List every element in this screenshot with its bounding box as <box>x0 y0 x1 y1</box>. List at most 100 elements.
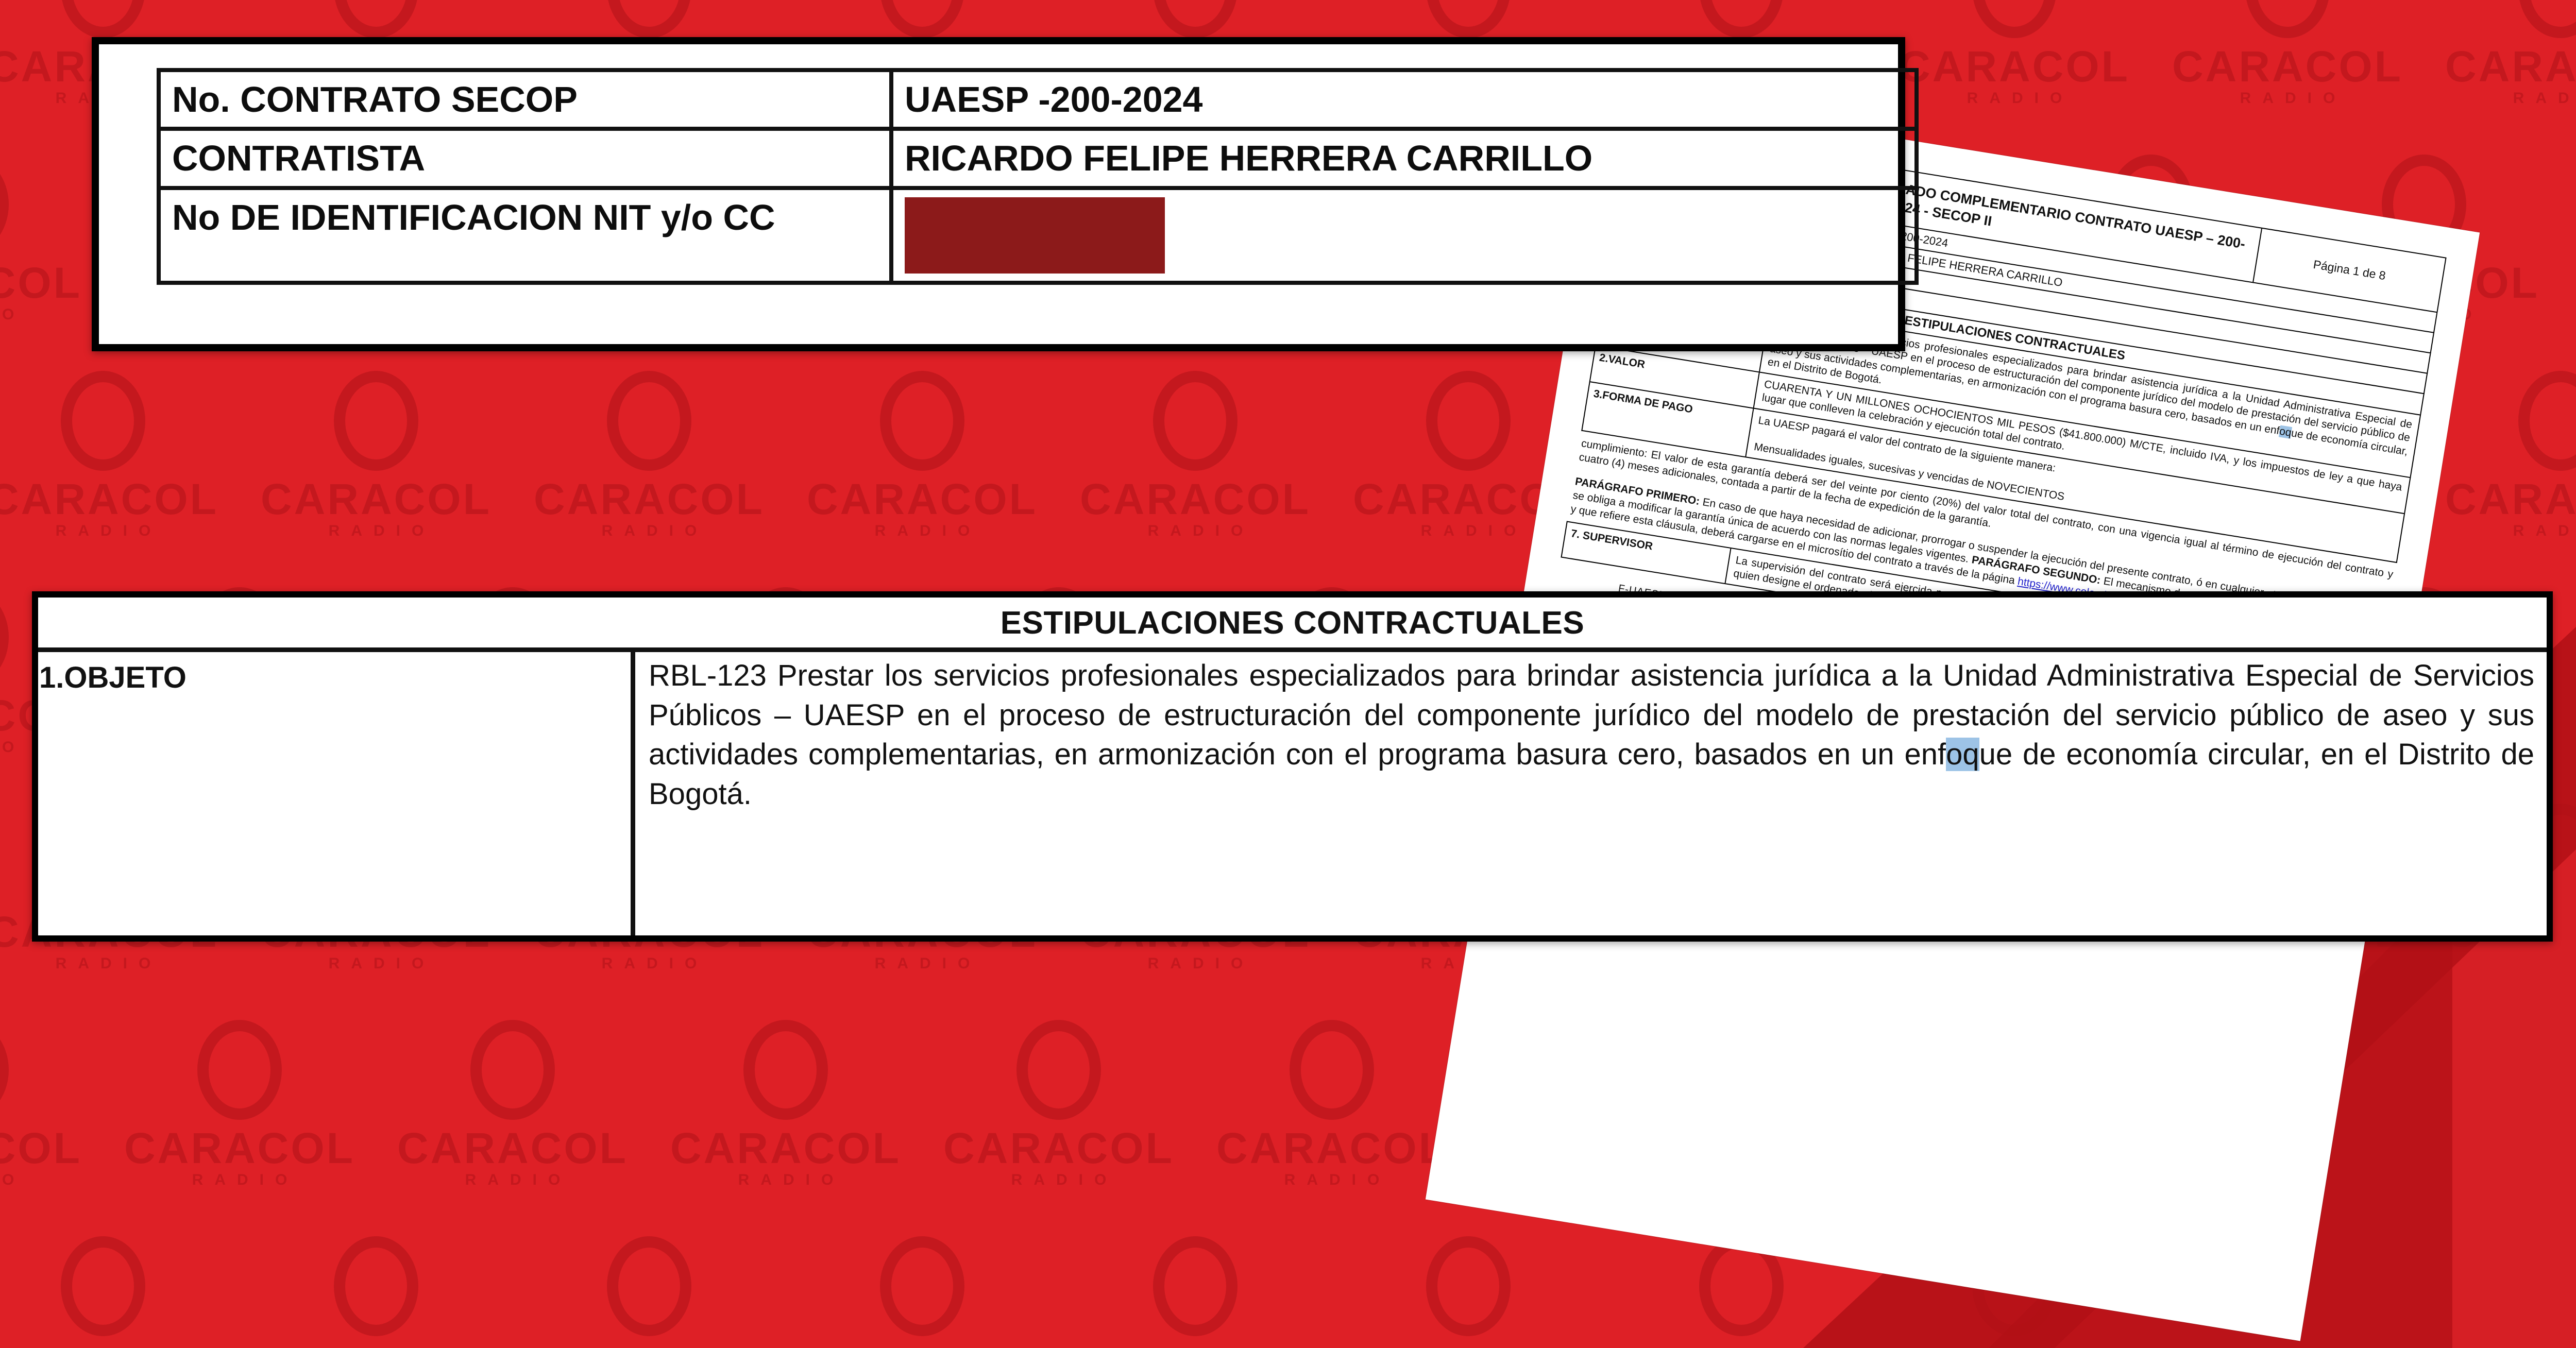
watermark-brand: CARACOL <box>943 1124 1174 1172</box>
watermark-brand: CARACOL <box>2445 42 2576 91</box>
watermark-ring-icon <box>1016 1020 1101 1120</box>
watermark-ring-icon <box>880 0 964 38</box>
estipulaciones-crop: ESTIPULACIONES CONTRACTUALES 1.OBJETO RB… <box>32 591 2553 942</box>
watermark-ring-icon <box>607 1236 691 1336</box>
watermark-ring-icon <box>880 371 964 471</box>
estipulaciones-title: ESTIPULACIONES CONTRACTUALES <box>1000 605 1585 641</box>
watermark-sub: RADIO <box>1284 1171 1391 1188</box>
watermark-ring-icon <box>1290 1020 1374 1120</box>
watermark-ring-icon <box>61 1236 145 1336</box>
watermark-ring-icon <box>1426 371 1511 471</box>
watermark-sub: RADIO <box>0 1171 26 1188</box>
row-label-identificacion: No DE IDENTIFICACION NIT y/o CC <box>157 185 893 285</box>
watermark-ring-icon <box>743 1020 828 1120</box>
watermark-ring-icon <box>2518 0 2576 38</box>
row-value-contrato-secop: UAESP -200-2024 <box>889 67 1919 131</box>
table-row: No DE IDENTIFICACION NIT y/o CC <box>157 185 1919 285</box>
watermark-brand: CARACOL <box>0 1343 218 1348</box>
contract-header-crop: No. CONTRATO SECOP UAESP -200-2024 CONTR… <box>92 37 1919 351</box>
watermark-ring-icon <box>61 371 145 471</box>
objeto-text-a: RBL-123 Prestar los servicios profesiona… <box>649 659 2534 772</box>
contract-header-table: No. CONTRATO SECOP UAESP -200-2024 CONTR… <box>157 67 1919 285</box>
watermark-sub: RADIO <box>1011 1171 1118 1188</box>
watermark-ring-icon <box>1153 371 1238 471</box>
watermark-sub: RADIO <box>192 1171 299 1188</box>
table-row: CONTRATISTA RICARDO FELIPE HERRERA CARRI… <box>157 127 1919 190</box>
watermark-sub: RADIO <box>328 954 435 972</box>
objeto-label: 1.OBJETO <box>39 661 187 694</box>
watermark-sub: RADIO <box>874 522 981 539</box>
watermark-brand: CARACOL <box>534 1343 765 1348</box>
watermark-ring-icon <box>470 1020 555 1120</box>
watermark-ring-icon <box>0 155 9 254</box>
watermark-sub: RADIO <box>1147 954 1255 972</box>
watermark-brand: CARACOL <box>0 475 218 523</box>
watermark-brand: CARACOL <box>0 259 82 307</box>
watermark-brand: CARACOL <box>807 475 1038 523</box>
watermark-sub: RADIO <box>55 522 162 539</box>
table-row: No. CONTRATO SECOP UAESP -200-2024 <box>157 67 1919 131</box>
watermark-ring-icon <box>0 587 9 687</box>
watermark-sub: RADIO <box>0 305 26 323</box>
watermark-ring-icon <box>197 1020 282 1120</box>
watermark-brand: CARACOL <box>2172 42 2403 91</box>
row-value-identificacion <box>889 185 1919 285</box>
watermark-ring-icon <box>334 0 418 38</box>
watermark-brand: CARACOL <box>0 1124 82 1172</box>
watermark-sub: RADIO <box>1967 89 2074 107</box>
watermark-brand: CARACOL <box>534 475 765 523</box>
watermark-brand: CARACOL <box>1216 1124 1447 1172</box>
watermark-brand: CARACOL <box>261 1343 492 1348</box>
watermark-brand: CARACOL <box>670 1124 901 1172</box>
row-value-contratista: RICARDO FELIPE HERRERA CARRILLO <box>889 127 1919 190</box>
watermark-sub: RADIO <box>328 522 435 539</box>
watermark-sub: RADIO <box>1147 522 1255 539</box>
watermark-ring-icon <box>1153 0 1238 38</box>
watermark-sub: RADIO <box>0 738 26 756</box>
objeto-row: 1.OBJETO RBL-123 Prestar los servicios p… <box>38 647 2547 935</box>
watermark-brand: CARACOL <box>1899 42 2130 91</box>
watermark-brand: CARACOL <box>807 1343 1038 1348</box>
watermark-sub: RADIO <box>2240 89 2347 107</box>
watermark-ring-icon <box>607 0 691 38</box>
watermark-brand: CARACOL <box>124 1124 355 1172</box>
watermark-ring-icon <box>2245 0 2330 38</box>
watermark-ring-icon <box>607 371 691 471</box>
watermark-sub: RADIO <box>738 1171 845 1188</box>
row-label-contrato-secop: No. CONTRATO SECOP <box>157 67 893 131</box>
watermark-ring-icon <box>1972 0 2057 38</box>
watermark-sub: RADIO <box>601 522 708 539</box>
watermark-sub: RADIO <box>1420 522 1528 539</box>
watermark-sub: RADIO <box>465 1171 572 1188</box>
watermark-brand: CARACOL <box>1080 1343 1311 1348</box>
watermark-brand: CARACOL <box>1080 475 1311 523</box>
watermark-ring-icon <box>880 1236 964 1336</box>
watermark-brand: CARACOL <box>1626 1343 1857 1348</box>
watermark-ring-icon <box>0 1020 9 1120</box>
watermark-ring-icon <box>1426 0 1511 38</box>
watermark-ring-icon <box>334 1236 418 1336</box>
watermark-brand: CARACOL <box>261 475 492 523</box>
watermark-ring-icon <box>1153 1236 1238 1336</box>
watermark-sub: RADIO <box>2513 89 2576 107</box>
objeto-text-highlight: oq <box>1946 738 1979 772</box>
